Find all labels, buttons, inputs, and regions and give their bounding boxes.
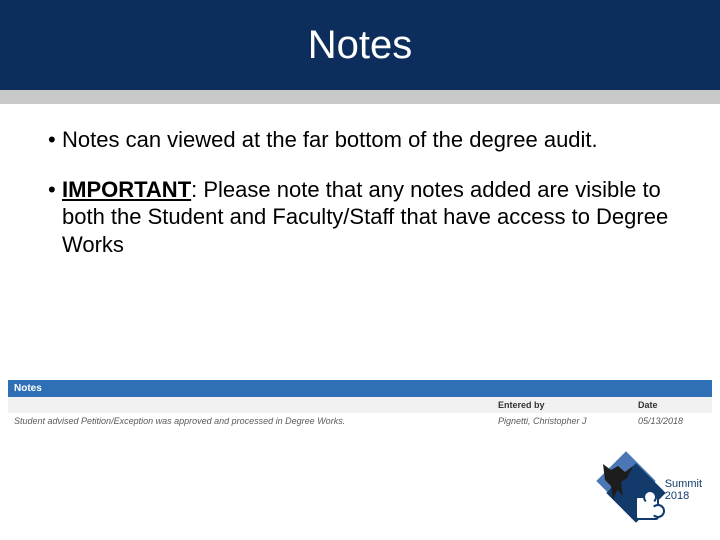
bullet-1: • Notes can viewed at the far bottom of …: [48, 126, 672, 154]
notes-sample-table: Notes Entered by Date Student advised Pe…: [8, 380, 712, 429]
title-band: Notes: [0, 0, 720, 90]
cell-note-text: Student advised Petition/Exception was a…: [8, 413, 492, 429]
slide: Notes • Notes can viewed at the far bott…: [0, 0, 720, 540]
content-area: • Notes can viewed at the far bottom of …: [0, 104, 720, 258]
footer-text: Summit 2018: [665, 478, 702, 502]
bullet-2: • IMPORTANT: Please note that any notes …: [48, 176, 672, 259]
bullet-1-text: Notes can viewed at the far bottom of th…: [62, 126, 598, 154]
cell-enteredby: Pignetti, Christopher J: [492, 413, 632, 429]
cell-date: 05/13/2018: [632, 413, 712, 429]
table-row: Student advised Petition/Exception was a…: [8, 413, 712, 429]
table-header-row: Entered by Date: [8, 397, 712, 413]
summit-logo: [591, 454, 663, 526]
col-header-enteredby: Entered by: [492, 397, 632, 413]
bullet-marker: •: [48, 176, 62, 259]
bullet-2-prefix: IMPORTANT: [62, 177, 191, 202]
accent-band: [0, 90, 720, 104]
bullet-marker: •: [48, 126, 62, 154]
bullet-2-text: IMPORTANT: Please note that any notes ad…: [62, 176, 672, 259]
footer-line1: Summit: [665, 478, 702, 490]
footer: Summit 2018: [591, 454, 702, 526]
slide-title: Notes: [308, 23, 413, 68]
logo-puzzle-icon: [635, 496, 659, 520]
notes-sample-header: Notes: [8, 380, 712, 397]
col-header-date: Date: [632, 397, 712, 413]
footer-line2: 2018: [665, 490, 702, 502]
col-header-note: [8, 397, 492, 413]
